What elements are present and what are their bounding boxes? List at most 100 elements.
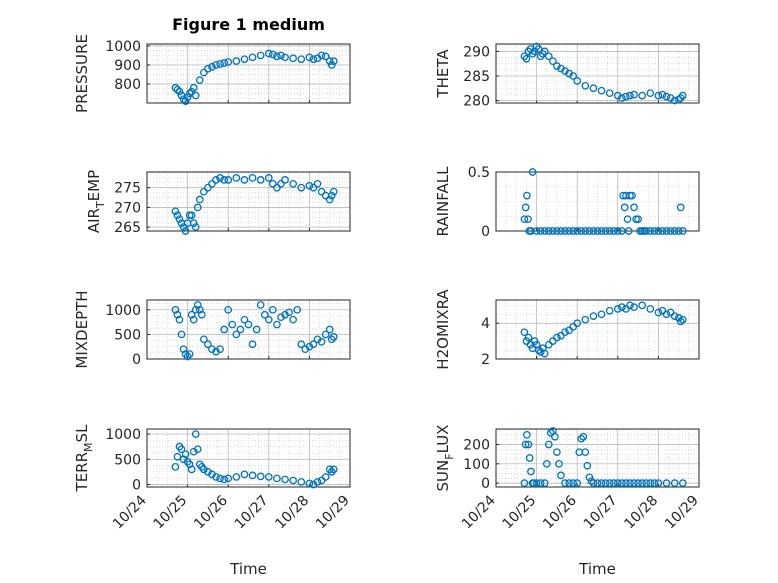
- data-point: [676, 317, 685, 326]
- data-point: [634, 479, 642, 487]
- data-point: [613, 479, 622, 487]
- data-point: [573, 227, 582, 235]
- x-axis-label-right: Time: [578, 560, 616, 578]
- series-theta: [520, 42, 687, 105]
- data-point: [622, 479, 630, 487]
- data-point: [670, 227, 679, 235]
- y-axis-label: TERRMSL: [73, 424, 95, 493]
- data-point: [546, 429, 555, 437]
- axes-border: [146, 428, 351, 488]
- data-point: [561, 479, 569, 487]
- y-tick-label: 0: [481, 476, 490, 492]
- data-point: [581, 448, 590, 457]
- data-point: [589, 312, 598, 320]
- data-point: [193, 301, 202, 309]
- data-point: [605, 227, 614, 235]
- y-tick-label: 285: [463, 69, 490, 85]
- data-point: [553, 333, 561, 342]
- x-tick-label: 10/29: [313, 493, 353, 533]
- y-tick-label: 280: [463, 94, 490, 110]
- data-point: [289, 476, 298, 485]
- data-point: [289, 54, 298, 63]
- data-point: [240, 55, 249, 64]
- data-point: [327, 61, 336, 69]
- data-point: [527, 227, 535, 235]
- figure-title: Figure 1 medium: [172, 15, 325, 34]
- data-point: [605, 306, 614, 315]
- data-point: [199, 68, 208, 77]
- data-point: [609, 227, 618, 235]
- data-point: [248, 340, 257, 349]
- data-point: [264, 473, 273, 481]
- data-point: [662, 227, 671, 235]
- y-axis-label: THETA: [434, 49, 452, 99]
- y-tick-label: 1000: [105, 39, 141, 55]
- y-tick-label: 4: [481, 316, 490, 332]
- data-point: [585, 227, 594, 235]
- data-point: [630, 90, 638, 99]
- data-point: [317, 51, 326, 60]
- data-point: [248, 53, 257, 62]
- data-point: [569, 227, 577, 235]
- data-point: [325, 325, 334, 334]
- data-point: [317, 187, 326, 196]
- data-point: [638, 479, 647, 487]
- data-point: [527, 467, 535, 476]
- data-point: [212, 473, 220, 481]
- subplot-rainfall: 0 0.5 RAINFALL: [434, 165, 700, 240]
- data-point: [553, 227, 561, 235]
- data-point: [634, 215, 642, 224]
- y-axis-label: MIXDEPTH: [73, 290, 91, 368]
- data-point: [662, 92, 671, 101]
- data-point: [195, 195, 204, 204]
- data-point: [212, 176, 220, 184]
- data-point: [297, 340, 306, 349]
- y-tick-label: 275: [114, 181, 141, 197]
- data-point: [232, 174, 241, 182]
- data-point: [183, 93, 192, 102]
- data-point: [220, 325, 228, 334]
- data-point: [281, 475, 289, 484]
- data-point: [553, 62, 561, 70]
- data-point: [325, 195, 334, 204]
- x-axis-label-left: Time: [229, 560, 267, 578]
- data-point: [658, 227, 667, 235]
- data-point: [613, 91, 622, 100]
- data-point: [208, 345, 216, 354]
- y-tick-label: 1000: [105, 303, 141, 319]
- data-point: [204, 340, 212, 349]
- y-tick-label: 1000: [105, 427, 141, 443]
- data-point: [248, 174, 257, 182]
- data-point: [208, 62, 216, 71]
- data-point: [297, 478, 306, 486]
- data-point: [623, 215, 632, 224]
- data-point: [256, 51, 265, 60]
- data-point: [208, 179, 216, 188]
- x-tick-label: 10/26: [540, 492, 580, 532]
- series-terr_msl: [171, 430, 338, 489]
- data-point: [224, 474, 233, 483]
- data-point: [313, 179, 322, 188]
- data-point: [232, 330, 241, 339]
- data-point: [521, 203, 530, 212]
- data-point: [329, 333, 338, 341]
- data-point: [542, 459, 551, 468]
- data-point: [581, 81, 590, 90]
- data-point: [185, 350, 194, 358]
- data-point: [171, 207, 180, 216]
- data-point: [638, 91, 647, 100]
- data-point: [256, 301, 265, 309]
- data-point: [573, 319, 582, 328]
- data-point: [277, 179, 285, 188]
- data-point: [557, 471, 565, 480]
- data-point: [321, 330, 330, 339]
- y-tick-label: 0.5: [468, 165, 490, 181]
- x-tick-label: 10/27: [581, 493, 621, 533]
- data-point: [177, 330, 186, 339]
- data-point: [565, 479, 573, 487]
- y-tick-label: 200: [463, 437, 490, 453]
- data-point: [289, 179, 298, 188]
- data-point: [540, 227, 549, 235]
- series-sun_flux: [520, 427, 687, 487]
